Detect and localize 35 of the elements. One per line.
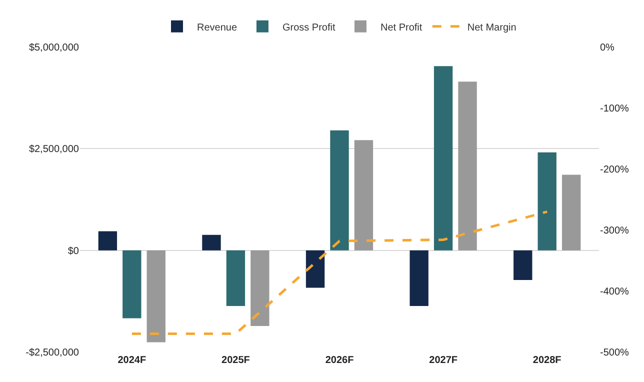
y2-tick-label: 0%	[600, 42, 615, 54]
x-tick-label: 2025F	[222, 355, 250, 366]
bar	[434, 66, 453, 250]
bar	[410, 250, 428, 306]
bar	[122, 250, 142, 318]
y-tick-label: $5,000,000	[28, 42, 80, 54]
y-tick-label: -$2,500,000	[26, 348, 80, 358]
bar	[98, 231, 118, 250]
bar	[146, 250, 166, 342]
bar	[514, 250, 532, 280]
bar	[354, 140, 374, 250]
y-tick-label: $2,500,000	[28, 144, 80, 156]
legend-label: Net Profit	[380, 22, 422, 34]
bar	[306, 250, 325, 288]
bar	[202, 234, 221, 250]
y-tick-label: $0	[68, 246, 80, 257]
y2-tick-label: -200%	[600, 164, 630, 176]
y2-tick-label: -100%	[600, 104, 630, 114]
bar	[562, 174, 581, 250]
x-tick-label: 2027F	[429, 355, 458, 366]
bar	[330, 130, 349, 250]
bar	[250, 250, 270, 326]
x-tick-label: 2028F	[532, 355, 562, 366]
y2-tick-label: -400%	[600, 286, 630, 298]
line-series	[130, 210, 548, 335]
legend-label: Net Margin	[467, 22, 516, 34]
x-tick-label: 2024F	[118, 355, 146, 366]
bar	[458, 82, 477, 250]
x-tick-label: 2026F	[325, 355, 354, 366]
y2-tick-label: -500%	[600, 348, 630, 358]
bar	[538, 152, 556, 250]
bar	[226, 250, 246, 306]
legend-label: Gross Profit	[282, 22, 336, 34]
legend-label: Revenue	[197, 22, 238, 34]
y2-tick-label: -300%	[600, 226, 630, 236]
